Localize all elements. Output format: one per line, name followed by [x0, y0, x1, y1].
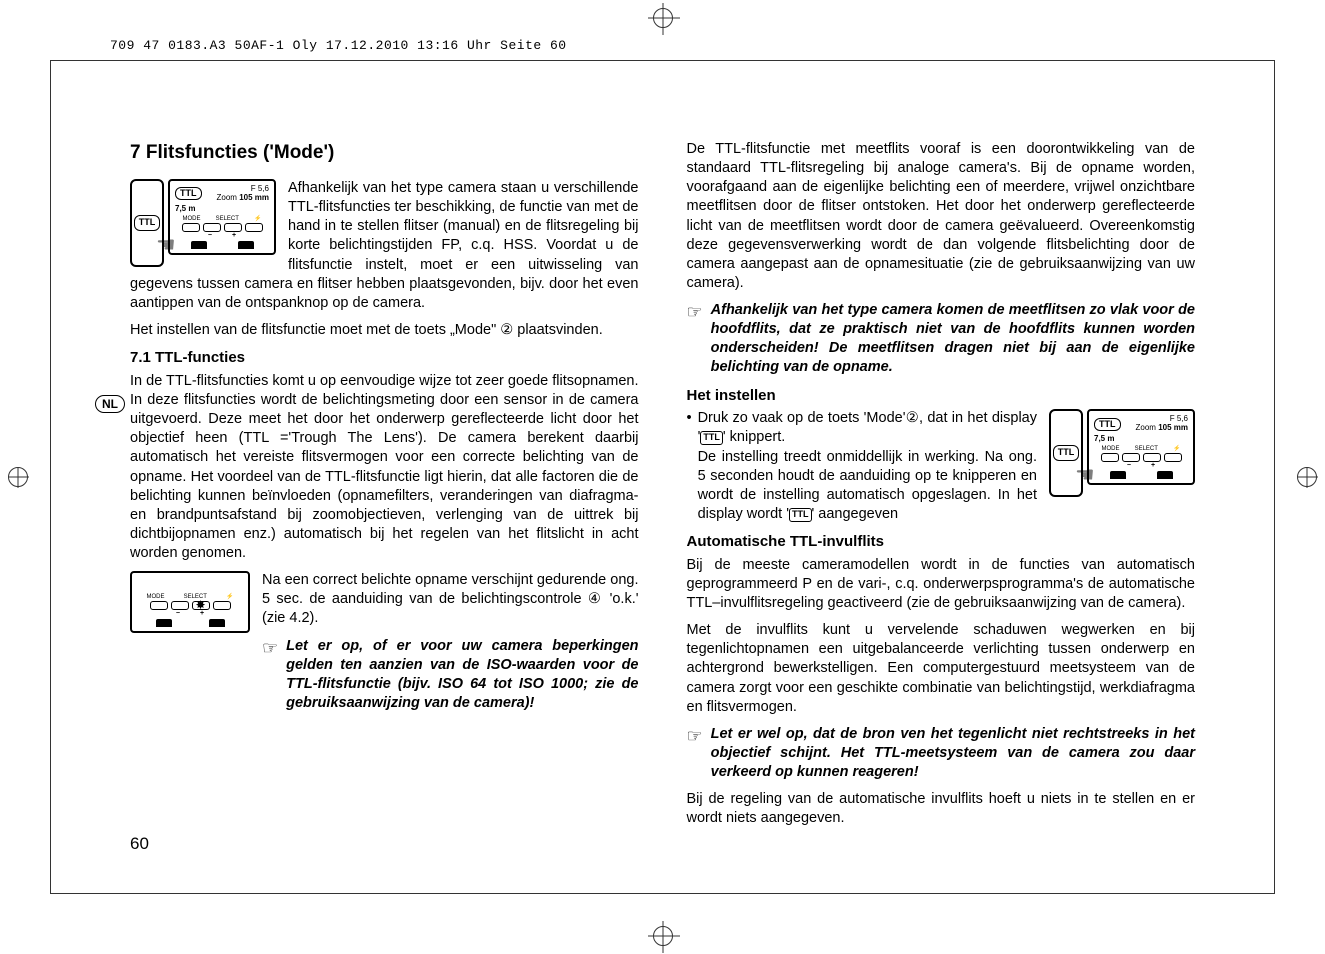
note-iso-limits: ☞ Let er op, of er voor uw camera beperk… [262, 637, 639, 714]
heading-7: 7 Flitsfuncties ('Mode') [130, 140, 639, 165]
crop-mark-top [653, 8, 673, 28]
note-backlight-text: Let er wel op, dat de bron ven het tegen… [711, 725, 1195, 782]
bullet-text-b: ' knippert. [723, 429, 785, 445]
bullet-text-d: ' aangegeven [812, 506, 899, 522]
pointing-hand-icon: ☞ [262, 637, 278, 714]
flash-device-diagram: TTL F 5,6 Zoom 105 mm 7,5 m MODE SELECT [1087, 409, 1195, 485]
select-label: SELECT [216, 216, 239, 222]
pointing-hand-icon: ☞ [687, 301, 703, 378]
flash-button [245, 223, 263, 232]
print-header: 709 47 0183.A3 50AF-1 Oly 17.12.2010 13:… [110, 38, 567, 53]
lcd-screen: TTL F 5,6 Zoom 105 mm 7,5 m MODE SELECT [1087, 409, 1195, 485]
plus-button [224, 223, 242, 232]
mode-label: MODE [183, 216, 201, 222]
crop-mark-bottom [653, 926, 673, 946]
bolt-icon: ⚡ [226, 594, 233, 600]
note-preflash: ☞ Afhankelijk van het type camera komen … [687, 301, 1196, 378]
device-figure-3: TTL TTL F 5,6 Zoom 105 mm 7,5 m [1049, 409, 1195, 497]
plus-button: ✸ [192, 601, 210, 610]
crop-mark-right [1297, 467, 1317, 487]
zoom-label: Zoom [1136, 423, 1156, 432]
ttl-inline-icon: TTL [789, 508, 812, 522]
right-column: De TTL-flitsfunctie met meetflits vooraf… [687, 140, 1196, 836]
ttl-icon: TTL [1053, 445, 1080, 461]
para-preflash: De TTL-flitsfunctie met meetflits vooraf… [687, 140, 1196, 293]
bolt-icon: ⚡ [1173, 446, 1180, 452]
note-preflash-text: Afhankelijk van het type camera komen de… [711, 301, 1195, 378]
para-mode-key: Het instellen van de flitsfunctie moet m… [130, 321, 639, 340]
heading-7-1: 7.1 TTL-functies [130, 348, 639, 368]
mode-label: MODE [147, 594, 165, 600]
page-number: 60 [130, 834, 149, 854]
content-area: 7 Flitsfuncties ('Mode') TTL TTL F 5,6 Z… [130, 140, 1195, 836]
flash-button [1164, 453, 1182, 462]
zoom-label: Zoom [217, 193, 237, 202]
ttl-badge: TTL [175, 187, 202, 200]
ttl-badge: TTL [1094, 418, 1121, 431]
mode-button [182, 223, 200, 232]
flash-button [213, 601, 231, 610]
zoom-value: 105 mm [1158, 423, 1188, 432]
bolt-icon: ⚡ [254, 216, 261, 222]
mode-button [1101, 453, 1119, 462]
plus-button [1143, 453, 1161, 462]
para-no-setting: Bij de regeling van de automatische invu… [687, 790, 1196, 828]
para-auto-fill-1: Bij de meeste cameramodellen wordt in de… [687, 556, 1196, 613]
distance-value: 7,5 m [175, 205, 195, 213]
lcd-screen-2: MODE SELECT ⚡ ✸ −+ [130, 571, 250, 633]
language-badge: NL [95, 395, 125, 413]
left-column: 7 Flitsfuncties ('Mode') TTL TTL F 5,6 Z… [130, 140, 639, 836]
note-iso-text: Let er op, of er voor uw camera beperkin… [286, 637, 638, 714]
pointing-hand-icon: ☞ [687, 725, 703, 782]
hand-pointer-icon: ☚ [1075, 460, 1095, 489]
zoom-value: 105 mm [239, 193, 269, 202]
heading-instellen: Het instellen [687, 386, 1196, 406]
ttl-icon: TTL [134, 215, 161, 231]
minus-button [1122, 453, 1140, 462]
mode-button [150, 601, 168, 610]
lcd-screen: TTL F 5,6 Zoom 105 mm 7,5 m MODE SELECT [168, 179, 276, 255]
select-label: SELECT [1135, 446, 1158, 452]
para-ttl-explain: In de TTL-flitsfuncties komt u op eenvou… [130, 372, 639, 563]
hand-pointer-icon: ☚ [156, 230, 176, 259]
note-backlight: ☞ Let er wel op, dat de bron ven het teg… [687, 725, 1196, 782]
heading-auto-fill: Automatische TTL-invulflits [687, 532, 1196, 552]
ttl-inline-icon: TTL [700, 431, 723, 445]
crop-mark-left [8, 467, 28, 487]
device-figure-2: MODE SELECT ⚡ ✸ −+ [130, 571, 250, 633]
minus-button [203, 223, 221, 232]
flash-device-diagram: TTL F 5,6 Zoom 105 mm 7,5 m MODE SELECT [168, 179, 276, 255]
bullet-setting: • Druk zo vaak op de toets 'Mode'②, dat … [687, 409, 1038, 524]
distance-value: 7,5 m [1094, 435, 1114, 443]
device-figure-1: TTL TTL F 5,6 Zoom 105 mm 7,5 m [130, 179, 276, 267]
minus-button [171, 601, 189, 610]
mode-label: MODE [1102, 446, 1120, 452]
para-auto-fill-2: Met de invulflits kunt u vervelende scha… [687, 621, 1196, 717]
